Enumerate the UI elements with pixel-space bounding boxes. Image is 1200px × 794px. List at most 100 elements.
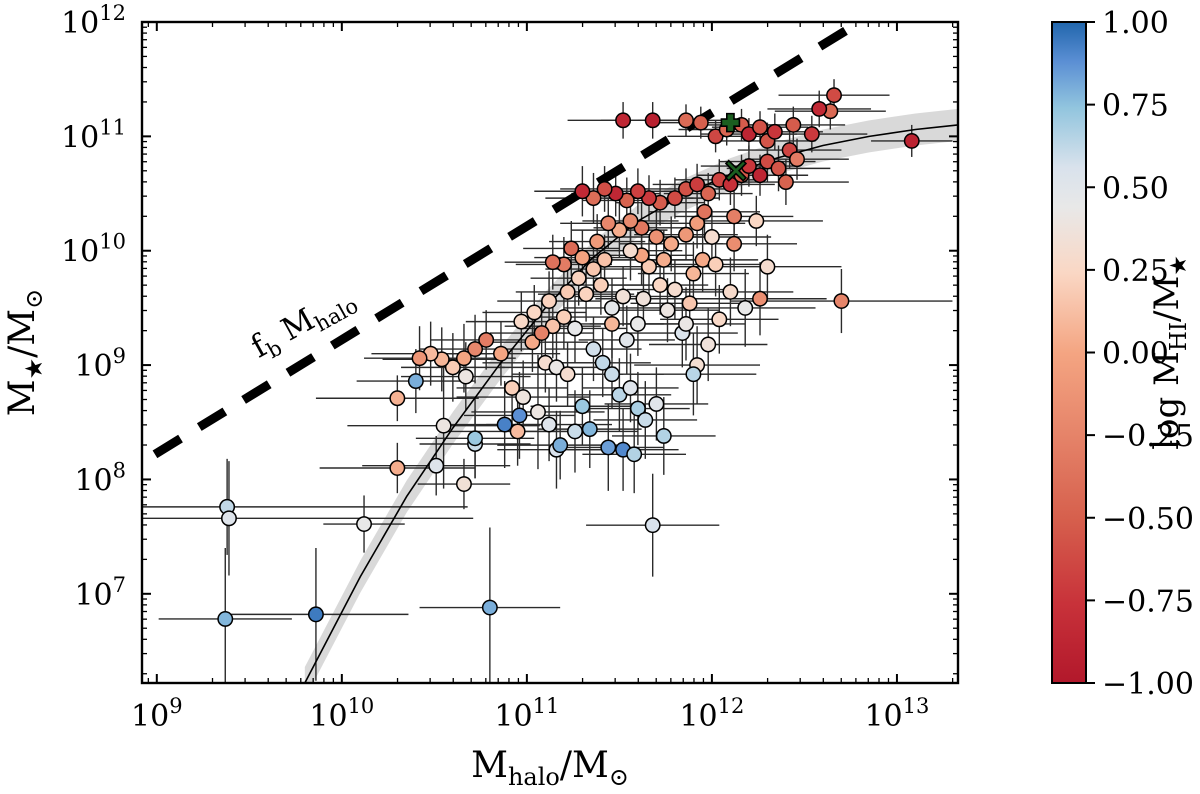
colorbar-tick-label: −0.25	[1102, 419, 1194, 454]
axis-titles: Mhalo/M⊙M★/M⊙	[2, 289, 629, 791]
data-point	[692, 114, 709, 131]
special-marker-layer	[720, 112, 748, 182]
data-point	[541, 293, 558, 309]
data-point	[622, 380, 639, 396]
data-point	[596, 181, 613, 197]
data-point	[635, 290, 652, 307]
data-point	[530, 404, 546, 420]
data-point	[777, 174, 794, 191]
data-point	[752, 119, 768, 136]
data-point	[826, 87, 842, 104]
colorbar-tick-label: 0.25	[1102, 254, 1169, 289]
data-point	[435, 417, 452, 434]
data-point	[655, 428, 672, 444]
data-point	[567, 320, 583, 337]
baryon-fraction-line	[152, 22, 863, 459]
tick-label: 1012	[679, 694, 744, 734]
data-point	[789, 151, 805, 168]
data-point	[594, 354, 611, 371]
data-point	[644, 112, 661, 129]
milky-way-plus-icon	[720, 112, 741, 133]
data-point	[766, 123, 783, 140]
data-point	[678, 315, 694, 332]
data-point	[615, 288, 632, 305]
data-point	[559, 283, 576, 300]
data-point	[685, 265, 702, 282]
data-point	[217, 611, 234, 627]
data-point	[648, 396, 665, 412]
data-point	[770, 160, 787, 177]
data-point	[666, 281, 683, 298]
data-point	[563, 240, 580, 257]
colorbar-tick-label: 0.50	[1102, 171, 1169, 206]
colorbar-title: log MHI/M★	[1147, 255, 1192, 450]
axis-ticks	[142, 21, 958, 683]
data-point	[833, 293, 850, 309]
data-point	[903, 132, 920, 149]
data-point	[655, 251, 672, 268]
data-point	[703, 229, 720, 245]
data-point	[666, 190, 683, 207]
data-point	[685, 366, 702, 383]
data-point	[478, 331, 495, 348]
m31-cross-icon	[724, 159, 748, 182]
data-point	[411, 350, 428, 367]
data-point	[600, 215, 617, 232]
data-point	[496, 416, 513, 433]
data-point	[652, 277, 669, 293]
data-point	[700, 336, 717, 353]
data-point	[618, 331, 635, 348]
data-point	[785, 116, 802, 133]
data-point	[389, 460, 406, 476]
tick-label: 107	[74, 573, 126, 613]
data-point	[752, 290, 768, 307]
data-point	[748, 213, 765, 229]
data-point	[722, 283, 739, 300]
data-point	[585, 341, 602, 358]
data-point	[678, 112, 694, 129]
data-point	[626, 446, 643, 463]
data-point	[526, 304, 543, 321]
colorbar: 1.00 0.75 0.50 0.25 0.00 −0.25 −0.50 −0.75 −1.00…	[1051, 6, 1194, 702]
data-point	[711, 311, 728, 328]
data-point	[541, 416, 558, 433]
data-point	[544, 254, 561, 271]
data-point	[726, 208, 743, 225]
data-point	[513, 313, 530, 330]
colorbar-tick-label: 0.00	[1102, 337, 1169, 372]
data-point	[481, 599, 498, 616]
colorbar-tick-label: −0.75	[1102, 584, 1194, 619]
data-point	[641, 258, 657, 275]
data-point	[629, 183, 646, 200]
data-point	[567, 423, 583, 440]
data-point	[493, 345, 509, 362]
colorbar-gradient	[1051, 21, 1087, 684]
data-point	[504, 380, 521, 396]
tick-label: 108	[74, 458, 126, 498]
data-point	[604, 366, 620, 383]
data-point	[648, 229, 665, 245]
data-point	[629, 315, 646, 332]
y-axis-title: M★/M⊙	[2, 289, 48, 417]
data-point	[221, 510, 237, 527]
data-point	[689, 176, 706, 193]
data-point	[803, 126, 820, 143]
data-point	[659, 302, 676, 319]
data-point	[585, 261, 602, 277]
data-point	[456, 476, 472, 492]
data-point	[622, 213, 639, 229]
data-point	[467, 430, 484, 447]
data-point	[726, 235, 743, 252]
data-point	[444, 359, 461, 376]
data-point	[509, 423, 526, 440]
colorbar-tick-label: −0.50	[1102, 502, 1194, 537]
data-point	[515, 389, 532, 406]
data-point	[555, 309, 572, 325]
data-point-layer	[217, 87, 920, 627]
data-point	[700, 185, 717, 202]
data-point	[759, 258, 776, 275]
data-point	[511, 407, 528, 424]
data-point	[589, 233, 606, 250]
